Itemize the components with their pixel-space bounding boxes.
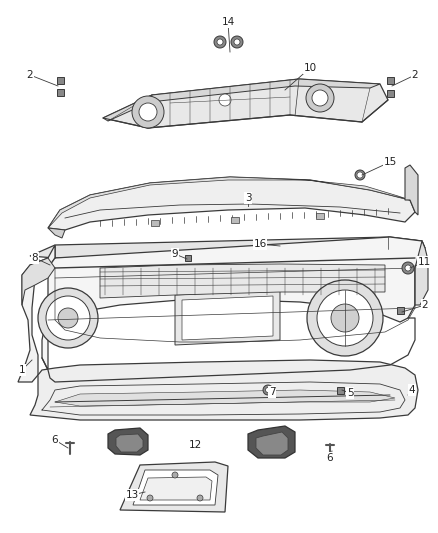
Polygon shape [116, 434, 143, 452]
Polygon shape [388, 237, 425, 252]
Text: 9: 9 [172, 249, 178, 259]
FancyBboxPatch shape [57, 77, 64, 84]
FancyBboxPatch shape [316, 213, 324, 219]
Polygon shape [256, 432, 288, 455]
Text: 5: 5 [347, 388, 353, 398]
Polygon shape [48, 228, 65, 238]
Circle shape [405, 265, 411, 271]
Circle shape [214, 36, 226, 48]
Text: 14: 14 [221, 17, 235, 27]
Polygon shape [30, 360, 418, 420]
Text: 6: 6 [327, 453, 333, 463]
Polygon shape [248, 426, 295, 458]
Circle shape [147, 495, 153, 501]
Circle shape [331, 304, 359, 332]
Polygon shape [405, 165, 418, 215]
Text: 10: 10 [304, 63, 317, 73]
FancyBboxPatch shape [386, 90, 393, 96]
Polygon shape [103, 79, 380, 121]
Polygon shape [103, 79, 388, 128]
Text: 13: 13 [125, 490, 138, 500]
Text: 1: 1 [19, 365, 25, 375]
Text: 7: 7 [268, 387, 276, 397]
Polygon shape [175, 290, 280, 345]
Polygon shape [30, 237, 425, 258]
Text: 3: 3 [245, 193, 251, 203]
Circle shape [38, 288, 98, 348]
Polygon shape [100, 264, 385, 298]
FancyBboxPatch shape [336, 386, 343, 393]
FancyBboxPatch shape [185, 255, 191, 261]
Text: 4: 4 [409, 385, 415, 395]
Circle shape [231, 36, 243, 48]
Circle shape [172, 472, 178, 478]
Polygon shape [415, 241, 428, 305]
FancyBboxPatch shape [57, 88, 64, 95]
Text: 6: 6 [52, 435, 58, 445]
Circle shape [402, 262, 414, 274]
Polygon shape [48, 177, 410, 228]
Text: 2: 2 [412, 70, 418, 80]
Circle shape [217, 39, 223, 45]
Polygon shape [22, 258, 55, 305]
Circle shape [58, 308, 78, 328]
Text: 12: 12 [188, 440, 201, 450]
Polygon shape [42, 237, 425, 370]
Polygon shape [48, 177, 415, 230]
Polygon shape [182, 296, 273, 340]
Circle shape [263, 385, 273, 395]
Polygon shape [120, 462, 228, 512]
FancyBboxPatch shape [151, 220, 159, 226]
Text: 2: 2 [27, 70, 33, 80]
Text: 2: 2 [422, 300, 428, 310]
Circle shape [306, 84, 334, 112]
Circle shape [132, 96, 164, 128]
Circle shape [357, 173, 363, 177]
Circle shape [219, 94, 231, 106]
FancyBboxPatch shape [386, 77, 393, 84]
Text: 16: 16 [253, 239, 267, 249]
Circle shape [317, 290, 373, 346]
Circle shape [265, 387, 271, 392]
Polygon shape [140, 477, 212, 500]
Circle shape [307, 280, 383, 356]
Circle shape [357, 172, 363, 178]
Circle shape [197, 495, 203, 501]
Circle shape [312, 90, 328, 106]
Circle shape [355, 170, 365, 180]
Polygon shape [18, 245, 55, 382]
Polygon shape [133, 470, 218, 505]
Text: 8: 8 [32, 253, 38, 263]
Polygon shape [108, 428, 148, 455]
Text: 15: 15 [383, 157, 397, 167]
Text: 11: 11 [417, 257, 431, 267]
FancyBboxPatch shape [231, 216, 239, 223]
FancyBboxPatch shape [396, 306, 403, 313]
Circle shape [234, 39, 240, 45]
Circle shape [139, 103, 157, 121]
Circle shape [46, 296, 90, 340]
Polygon shape [55, 390, 395, 406]
